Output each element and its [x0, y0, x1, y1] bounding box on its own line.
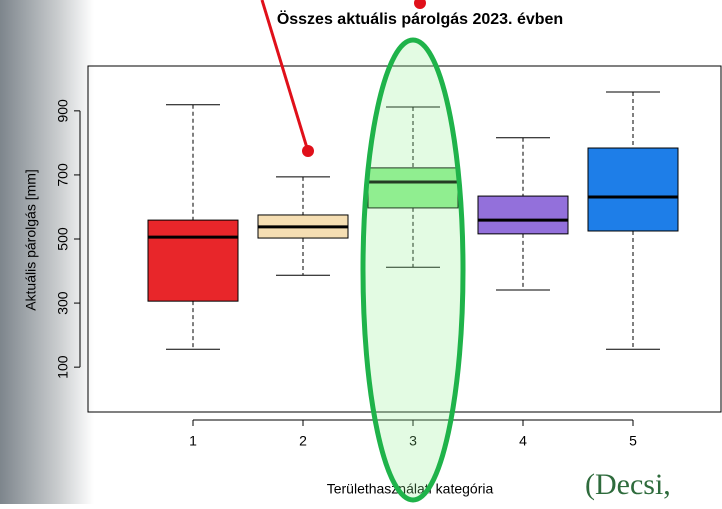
x-axis-title: Területhasználati kategória [327, 481, 494, 497]
box [147, 219, 239, 302]
x-tick-label: 3 [409, 433, 417, 449]
plot-frame [87, 65, 722, 413]
x-tick-label: 1 [189, 433, 197, 449]
pointer-line [260, 0, 309, 149]
y-tick-label: 300 [55, 291, 71, 315]
x-tick-label: 5 [629, 433, 637, 449]
source-note: (Decsi, [585, 468, 671, 501]
y-tick-label: 100 [55, 355, 71, 379]
box [477, 195, 569, 235]
y-axis-title: Aktuális párolgás [mm] [23, 169, 39, 311]
pointer-dot [414, 0, 426, 9]
y-tick-label: 500 [55, 227, 71, 251]
y-tick-label: 700 [55, 163, 71, 187]
marks: 100 300 500 700 900 1 2 3 4 5 [55, 91, 679, 449]
box [587, 147, 679, 232]
box [367, 167, 459, 209]
x-tick-label: 4 [519, 433, 527, 449]
y-tick-label: 900 [55, 99, 71, 123]
chart-title: Összes aktuális párolgás 2023. évben [277, 9, 563, 28]
pointer-dot [302, 145, 314, 157]
x-tick-label: 2 [299, 433, 307, 449]
highlight-ellipse [360, 37, 466, 503]
